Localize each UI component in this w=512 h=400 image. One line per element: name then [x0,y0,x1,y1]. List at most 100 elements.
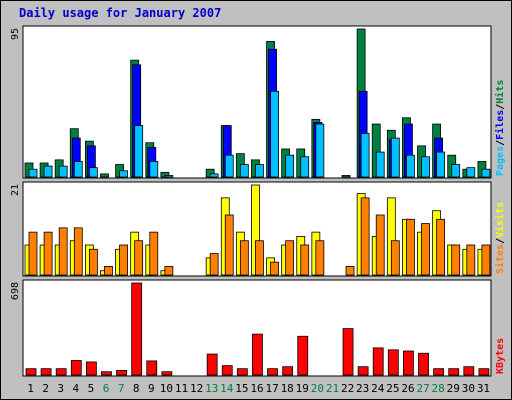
x-tick-label-day-19: 19 [296,382,309,395]
x-tick-label-day-7: 7 [118,382,125,395]
x-tick-label-day-22: 22 [341,382,354,395]
y-max-label: 698 [10,282,21,300]
x-tick-label-day-29: 29 [447,382,460,395]
bar-sites-day-24 [375,214,385,276]
bar-pages-day-15 [239,164,249,178]
bar-sites-day-29 [451,244,461,276]
x-tick-label-day-12: 12 [190,382,203,395]
x-tick-label-day-31: 31 [477,382,490,395]
bar-kbytes-day-26 [403,350,414,376]
bar-kbytes-day-15 [236,368,248,376]
bar-sites-day-6 [104,266,113,276]
bar-pages-day-25 [390,137,400,178]
bar-pages-day-19 [300,156,310,178]
bar-pages-day-9 [149,161,159,178]
legend-separator: / [495,238,506,244]
bar-pages-day-13 [209,173,219,178]
x-tick-label-day-4: 4 [73,382,80,395]
bar-kbytes-day-10 [161,371,173,376]
bar-kbytes-day-19 [297,335,309,376]
panel-legend: KBytes [495,338,506,374]
bar-hits-day-6 [100,173,109,178]
x-tick-label-day-15: 15 [235,382,248,395]
bar-pages-day-17 [270,90,279,178]
bar-sites-day-3 [58,227,68,276]
legend-separator: / [495,104,506,110]
bar-sites-day-8 [134,240,144,276]
bar-sites-day-18 [285,240,295,276]
bar-kbytes-day-17 [267,368,278,376]
x-tick-label-day-10: 10 [160,382,173,395]
bar-kbytes-day-24 [372,347,384,376]
chart-panels: 95Pages/Files/Hits21Sites/Visits698KByte… [10,25,506,377]
bar-kbytes-day-18 [282,366,294,376]
bar-pages-day-7 [119,170,128,178]
bar-sites-day-2 [43,231,53,276]
bar-kbytes-day-5 [85,361,97,376]
y-max-label: 21 [10,184,21,196]
chart-title: Daily usage for January 2007 [19,6,221,20]
bar-kbytes-day-23 [357,366,369,376]
x-tick-label-day-16: 16 [250,382,263,395]
x-tick-label-day-21: 21 [326,382,339,395]
bar-pages-day-28 [436,151,446,178]
x-tick-label-day-11: 11 [175,382,188,395]
x-tick-label-day-2: 2 [42,382,49,395]
bar-pages-day-14 [224,154,234,178]
bar-sites-day-17 [270,261,279,276]
x-tick-label-day-26: 26 [401,382,414,395]
x-tick-label-day-14: 14 [220,382,234,395]
bar-sites-day-9 [149,231,159,276]
bar-sites-day-30 [466,244,476,276]
bar-pages-day-16 [255,164,264,178]
panel-kbytes: 698 KBytes [10,279,506,377]
bar-pages-day-18 [285,154,295,178]
bar-kbytes-day-25 [387,349,399,376]
bar-sites-day-28 [436,218,446,276]
panel-legend: Pages/Files/Hits [494,80,506,176]
legend-visits: Visits [494,202,506,238]
bar-sites-day-27 [421,223,430,276]
bar-sites-day-25 [390,240,400,276]
bar-kbytes-day-7 [116,369,127,376]
bar-sites-day-10 [164,266,174,276]
panel-area [22,25,492,179]
bar-kbytes-day-3 [55,368,67,376]
bar-kbytes-day-31 [478,368,490,376]
bar-pages-day-4 [73,161,83,178]
bar-pages-day-27 [421,156,430,178]
bar-pages-day-23 [360,132,370,178]
x-tick-label-day-5: 5 [88,382,95,395]
bar-pages-day-26 [406,154,415,178]
bar-pages-day-3 [58,165,68,178]
panel-visits-sites: 21 Sites/Visits [10,181,506,277]
x-axis-day-labels: 1 2 3 4 5 6 7 8 9 10 11 12 13 14 15 16 17 18 19 20 21 22 23 24 2… [27,382,490,395]
bar-pages-day-1 [28,168,38,178]
bar-sites-day-22 [345,266,355,276]
bar-kbytes-day-22 [342,328,354,376]
legend-hits: Hits [494,80,506,104]
legend-files: Files [494,110,506,140]
bar-pages-day-31 [481,168,491,178]
x-tick-label-day-17: 17 [265,382,278,395]
x-tick-label-day-8: 8 [133,382,140,395]
panel-legend: Sites/Visits [494,202,506,274]
bar-hits-day-22 [341,175,351,178]
x-tick-label-day-30: 30 [462,382,475,395]
x-tick-label-day-20: 20 [311,382,324,395]
x-tick-label-day-6: 6 [103,382,110,395]
x-tick-label-day-18: 18 [281,382,294,395]
bar-sites-day-5 [88,248,98,276]
bar-pages-day-2 [43,165,53,178]
legend-pages: Pages [495,146,506,176]
bar-pages-day-10 [164,175,174,178]
bar-pages-day-30 [466,167,476,178]
x-tick-label-day-24: 24 [371,382,385,395]
x-tick-label-day-27: 27 [416,382,429,395]
bar-sites-day-23 [360,197,370,276]
bar-sites-day-20 [315,240,325,276]
bar-pages-day-24 [375,151,385,178]
bar-sites-day-31 [481,244,491,276]
x-tick-label-day-3: 3 [57,382,64,395]
